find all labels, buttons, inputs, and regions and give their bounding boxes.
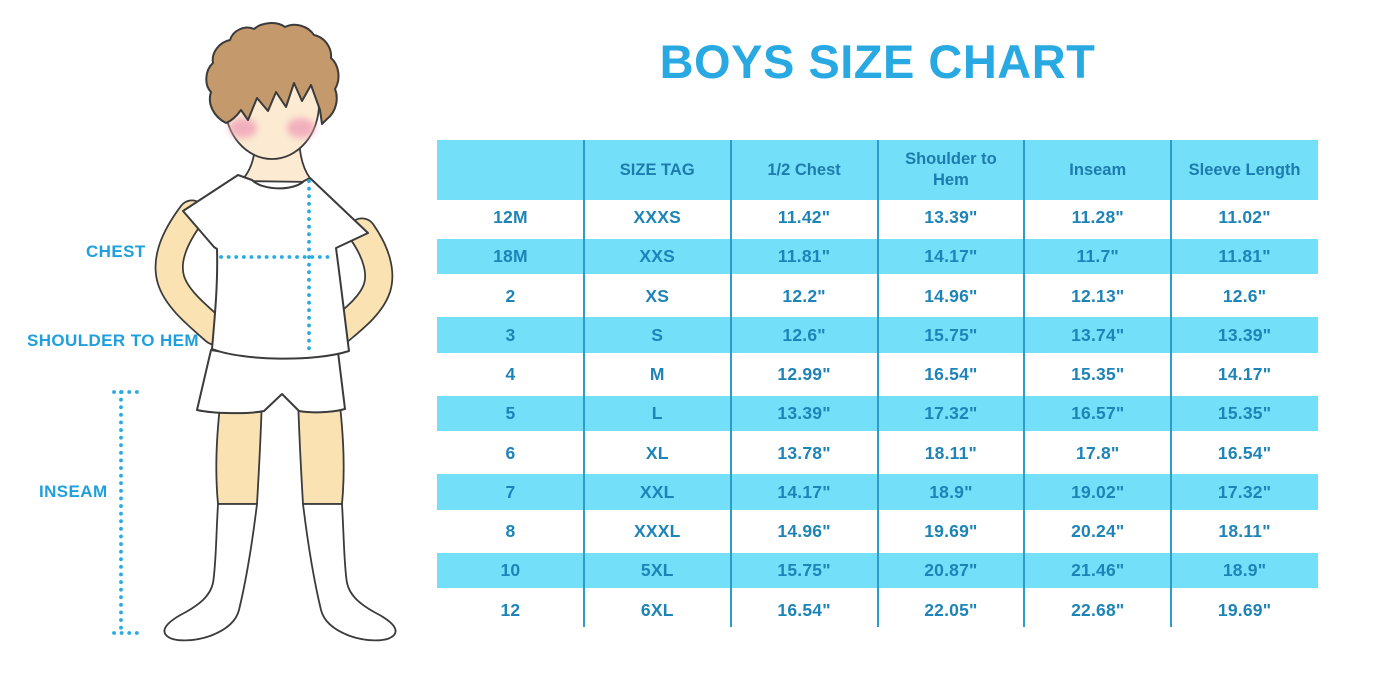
table-cell-tag: XXS [639, 246, 676, 267]
table-cell-size: 7 [505, 481, 516, 502]
table-cell-size: 12 [500, 599, 521, 620]
table-cell-tag: XXXL [633, 521, 681, 542]
table-cell-shoulder-to-hem: 16.54" [924, 364, 978, 385]
table-cell-size: 2 [505, 285, 516, 306]
table-cell-sleeve: 13.39" [1217, 324, 1272, 345]
table-cell-inseam: 16.57" [1071, 403, 1125, 424]
table-cell-size: 8 [505, 521, 516, 542]
table-cell-shoulder-to-hem: 22.05" [924, 599, 978, 620]
table-cell-sleeve: 12.6" [1222, 285, 1267, 306]
table-cell-inseam: 22.68" [1071, 599, 1125, 620]
header-cell-inseam: Inseam [1069, 160, 1127, 179]
table-cell-inseam: 15.35" [1071, 364, 1125, 385]
table-cell-chest: 12.2" [782, 285, 826, 306]
table-cell-size: 18M [493, 246, 528, 267]
table-cell-chest: 14.17" [777, 481, 831, 502]
table-cell-tag: XL [645, 442, 669, 463]
boy-cheek-right [287, 118, 315, 138]
table-row: 8 XXXL 14.96" 19.69" 20.24" 18.11" [437, 514, 1318, 550]
table-cell-chest: 13.78" [777, 442, 831, 463]
table-cell-shoulder-to-hem: 17.32" [924, 403, 978, 424]
column-divider [582, 140, 585, 627]
boy-cheek-left [229, 118, 257, 138]
table-cell-tag: 6XL [640, 599, 674, 620]
table-cell-inseam: 11.28" [1071, 207, 1124, 228]
table-cell-sleeve: 17.32" [1217, 481, 1272, 502]
table-cell-inseam: 21.46" [1071, 559, 1125, 580]
table-row: 4 M 12.99" 16.54" 15.35" 14.17" [437, 357, 1318, 393]
boy-hair [205, 22, 340, 125]
header-cell-sleeve-length: Sleeve Length [1188, 160, 1301, 179]
table-cell-sleeve: 11.02" [1218, 207, 1271, 228]
table-cell-inseam: 19.02" [1071, 481, 1125, 502]
table-cell-shoulder-to-hem: 15.75" [924, 324, 978, 345]
table-cell-chest: 11.42" [777, 207, 831, 228]
table-cell-sleeve: 15.35" [1217, 403, 1272, 424]
table-cell-chest: 11.81" [777, 246, 831, 267]
table-cell-tag: XXXS [633, 207, 681, 228]
table-cell-shoulder-to-hem: 18.11" [924, 442, 978, 463]
table-cell-chest: 15.75" [777, 559, 831, 580]
page-title: BOYS SIZE CHART [659, 35, 1096, 88]
table-cell-size: 12M [493, 207, 528, 228]
table-cell-sleeve: 18.9" [1222, 559, 1267, 580]
table-cell-tag: L [651, 403, 663, 424]
table-cell-shoulder-to-hem: 13.39" [924, 207, 978, 228]
column-divider [876, 140, 879, 627]
table-row: 6 XL 13.78" 18.11" 17.8" 16.54" [437, 435, 1318, 471]
table-cell-inseam: 13.74" [1071, 324, 1125, 345]
column-divider [729, 140, 732, 627]
table-cell-chest: 14.96" [777, 521, 831, 542]
table-cell-tag: XXL [639, 481, 675, 502]
table-row: 2 XS 12.2" 14.96" 12.13" 12.6" [437, 278, 1318, 314]
table-cell-size: 10 [500, 559, 521, 580]
table-row: 12 6XL 16.54" 22.05" 22.68" 19.69" [437, 592, 1318, 628]
table-cell-shoulder-to-hem: 19.69" [924, 521, 978, 542]
table-cell-size: 4 [505, 364, 516, 385]
table-cell-sleeve: 14.17" [1217, 364, 1272, 385]
inseam-label: INSEAM [39, 482, 108, 501]
column-divider [1023, 140, 1026, 627]
table-cell-chest: 12.99" [777, 364, 831, 385]
table-cell-inseam: 11.7" [1076, 246, 1119, 267]
boy-arm-left [156, 201, 228, 344]
table-cell-size: 6 [505, 442, 516, 463]
table-cell-tag: M [649, 364, 665, 385]
shoulder-to-hem-label: SHOULDER TO HEM [27, 331, 199, 350]
table-cell-shoulder-to-hem: 14.96" [924, 285, 978, 306]
boy-shirt [182, 174, 369, 360]
table-cell-size: 5 [505, 403, 516, 424]
table-cell-size: 3 [505, 324, 516, 345]
table-cell-chest: 13.39" [777, 403, 831, 424]
table-cell-inseam: 17.8" [1076, 442, 1120, 463]
header-cell-size-tag: SIZE TAG [619, 160, 695, 179]
table-cell-shoulder-to-hem: 20.87" [924, 559, 978, 580]
table-cell-chest: 12.6" [782, 324, 826, 345]
boy-sock-left [163, 503, 258, 642]
table-cell-inseam: 20.24" [1071, 521, 1125, 542]
header-cell-size [437, 140, 584, 200]
boy-shorts [196, 349, 346, 415]
table-cell-inseam: 12.13" [1071, 285, 1125, 306]
table-cell-sleeve: 16.54" [1217, 442, 1272, 463]
table-cell-shoulder-to-hem: 14.17" [924, 246, 978, 267]
table-cell-shoulder-to-hem: 18.9" [929, 481, 973, 502]
table-row: 12M XXXS 11.42" 13.39" 11.28" 11.02" [437, 200, 1318, 236]
table-cell-chest: 16.54" [777, 599, 831, 620]
chest-label: CHEST [86, 242, 146, 261]
column-divider [1170, 140, 1173, 627]
table-cell-tag: 5XL [640, 559, 674, 580]
table-cell-tag: S [651, 324, 664, 345]
table-cell-tag: XS [645, 285, 670, 306]
size-table: SIZE TAG 1/2 Chest Shoulder to Hem Insea… [437, 140, 1318, 628]
table-cell-sleeve: 19.69" [1217, 599, 1272, 620]
boy-arm-right [325, 219, 392, 345]
header-cell-half-chest: 1/2 Chest [767, 160, 841, 179]
table-cell-sleeve: 18.11" [1218, 521, 1271, 542]
boy-sock-right [302, 503, 397, 642]
header-cell-shoulder-to-hem: Shoulder to Hem [905, 150, 997, 189]
table-cell-sleeve: 11.81" [1218, 246, 1271, 267]
boy-illustration [112, 22, 397, 642]
